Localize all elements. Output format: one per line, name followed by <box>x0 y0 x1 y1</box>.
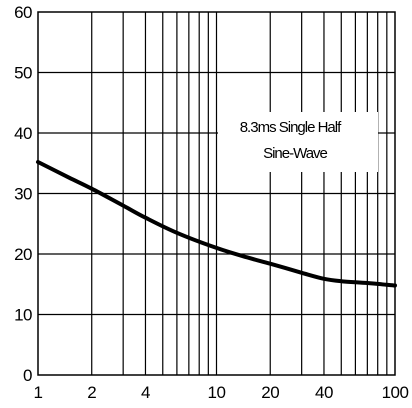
x-tick-label: 1 <box>34 383 43 402</box>
plot-frame <box>37 11 396 376</box>
y-axis-ticks: 0 10 20 30 40 50 60 <box>14 3 32 385</box>
x-tick-label: 2 <box>87 383 96 402</box>
x-tick-label: 10 <box>208 383 226 402</box>
annotation-background <box>218 112 378 172</box>
annotation-box: 8.3ms Single Half Sine-Wave <box>218 112 378 172</box>
y-tick-label: 60 <box>14 3 32 22</box>
grid-lines <box>38 12 395 375</box>
y-tick-label: 10 <box>14 306 32 325</box>
x-tick-label: 20 <box>261 383 279 402</box>
y-tick-label: 0 <box>23 366 32 385</box>
x-tick-label: 4 <box>141 383 150 402</box>
annotation-line-1: 8.3ms Single Half <box>240 119 342 136</box>
annotation-line-2: Sine-Wave <box>263 145 327 162</box>
series-line <box>36 160 397 288</box>
y-tick-label: 40 <box>14 124 32 143</box>
y-tick-label: 30 <box>14 185 32 204</box>
x-tick-label: 100 <box>382 383 409 402</box>
y-tick-label: 50 <box>14 64 32 83</box>
x-axis-ticks: 1 2 4 10 20 40 100 <box>34 383 409 402</box>
y-tick-label: 20 <box>14 245 32 264</box>
x-tick-label: 40 <box>315 383 333 402</box>
